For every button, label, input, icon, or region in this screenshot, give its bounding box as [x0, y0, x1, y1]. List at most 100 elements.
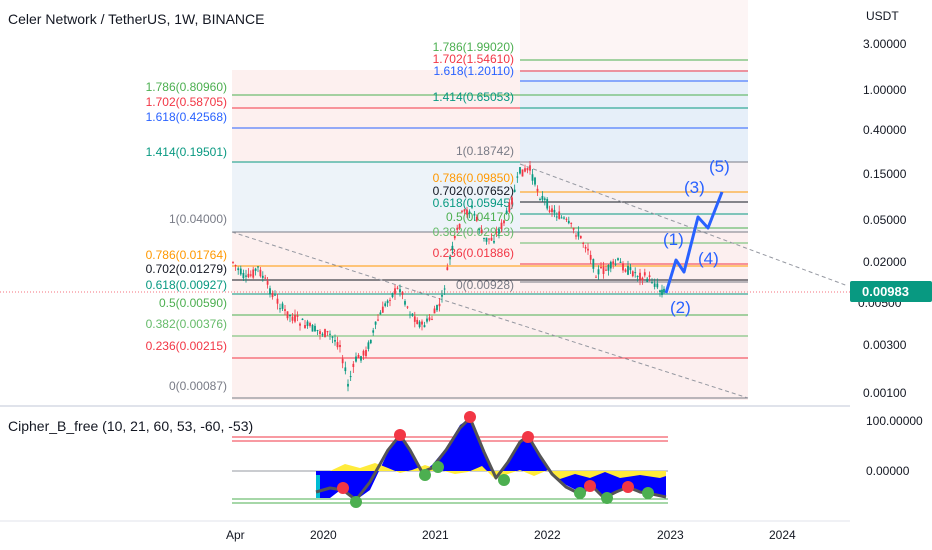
- price-tick: 0.40000: [863, 123, 907, 137]
- candle-body: [324, 329, 326, 338]
- fib-right-label: 0.786(0.09850): [433, 171, 514, 185]
- candle-body: [296, 315, 299, 317]
- candle-body: [239, 268, 242, 275]
- candle-body: [634, 272, 637, 274]
- candle-body: [575, 235, 577, 237]
- candle-body: [289, 314, 291, 317]
- candle-body: [336, 342, 339, 348]
- fib-left-label: 0.382(0.00376): [146, 317, 227, 331]
- current-price-label: 0.00983: [862, 284, 909, 299]
- candle-body: [646, 278, 649, 282]
- fib-left-label: 0.618(0.00927): [146, 278, 227, 292]
- fib-right-label: 1.786(1.99020): [433, 40, 514, 54]
- fib-zone-right-blue: [520, 70, 748, 162]
- candle-body: [316, 329, 319, 331]
- time-axis[interactable]: Apr 2020 2021 2022 2023 2024: [0, 520, 850, 542]
- candle-body: [394, 288, 396, 295]
- candle-body: [629, 267, 632, 271]
- candle-body: [551, 208, 553, 213]
- candle-body: [418, 321, 421, 328]
- candle-body: [449, 256, 451, 260]
- candle-body: [471, 205, 473, 208]
- time-tick: 2021: [422, 528, 449, 542]
- candle-body: [461, 210, 463, 212]
- candle-body: [301, 318, 304, 321]
- price-axis[interactable]: USDT 3.00000 1.00000 0.40000 0.15000 0.0…: [850, 9, 932, 400]
- candle-body: [587, 248, 589, 251]
- fib-left-label: 0.702(0.01279): [146, 262, 227, 276]
- candle-body: [271, 293, 274, 298]
- indicator-axis[interactable]: 100.00000 0.00000: [866, 414, 923, 478]
- candle-body: [519, 167, 521, 174]
- candle-body: [548, 210, 551, 212]
- candle-body: [377, 319, 379, 321]
- candle-body: [558, 211, 561, 219]
- candle-body: [379, 312, 382, 315]
- candle-body: [344, 367, 347, 372]
- price-axis-unit: USDT: [866, 9, 899, 23]
- price-tick: 1.00000: [863, 83, 907, 97]
- candle-body: [488, 238, 490, 240]
- indicator-tick: 0.00000: [866, 464, 910, 478]
- current-price-badge: [850, 281, 932, 302]
- candle-body: [306, 321, 309, 326]
- candle-body: [234, 265, 237, 267]
- price-tick: 0.05000: [863, 213, 907, 227]
- candle-body: [597, 269, 600, 275]
- candle-body: [641, 277, 644, 281]
- candle-body: [396, 287, 399, 289]
- candle-body: [543, 198, 546, 200]
- trend-line-left[interactable]: [231, 231, 749, 399]
- trend-line-right[interactable]: [519, 163, 849, 287]
- candle-body: [438, 303, 441, 307]
- candle-body: [446, 267, 449, 271]
- candle-body: [381, 306, 384, 313]
- candle-body: [261, 275, 264, 278]
- candle-body: [456, 227, 459, 230]
- price-tick: 0.02000: [863, 255, 907, 269]
- fib-left-label: 1.702(0.58705): [146, 95, 227, 109]
- candle-body: [443, 288, 446, 290]
- candle-body: [582, 242, 585, 244]
- candle-body: [232, 261, 234, 263]
- candle-body: [453, 235, 456, 239]
- fib-right-label: 1.414(0.65053): [433, 90, 514, 104]
- candle-body: [478, 229, 481, 231]
- sell-dot: [584, 480, 596, 492]
- fib-right-label: 0.618(0.05945): [433, 196, 514, 210]
- sell-dot: [464, 411, 476, 423]
- candle-body: [536, 188, 539, 192]
- candle-body: [416, 319, 419, 325]
- candle-body: [643, 272, 646, 276]
- candle-body: [565, 218, 568, 220]
- candle-body: [264, 277, 267, 279]
- candle-body: [526, 168, 529, 171]
- time-tick: 2023: [657, 528, 684, 542]
- indicator-title[interactable]: Cipher_B_free (10, 21, 60, 53, -60, -53): [8, 418, 254, 434]
- time-tick: 2020: [310, 528, 337, 542]
- candle-body: [374, 321, 377, 325]
- time-tick: 2022: [534, 528, 561, 542]
- candle-body: [423, 325, 426, 328]
- candle-body: [367, 342, 370, 349]
- candle-body: [433, 308, 436, 314]
- candle-body: [661, 289, 663, 295]
- candle-body: [237, 268, 240, 271]
- candle-body: [355, 356, 357, 362]
- elliott-wave-projection[interactable]: [664, 191, 724, 294]
- candle-body: [617, 258, 619, 260]
- candle-body: [619, 261, 622, 263]
- candle-body: [466, 209, 468, 215]
- candle-body: [362, 350, 365, 356]
- vwap-area: [330, 463, 666, 479]
- candle-body: [451, 245, 454, 251]
- chart-title[interactable]: Celer Network / TetherUS, 1W, BINANCE: [8, 11, 265, 27]
- buy-dot: [601, 492, 613, 504]
- buy-dot: [350, 496, 362, 508]
- candle-body: [384, 303, 387, 306]
- candle-body: [331, 336, 334, 338]
- candle-body: [572, 227, 575, 230]
- candle-body: [319, 331, 321, 335]
- fib-zone-right-background: [520, 0, 748, 400]
